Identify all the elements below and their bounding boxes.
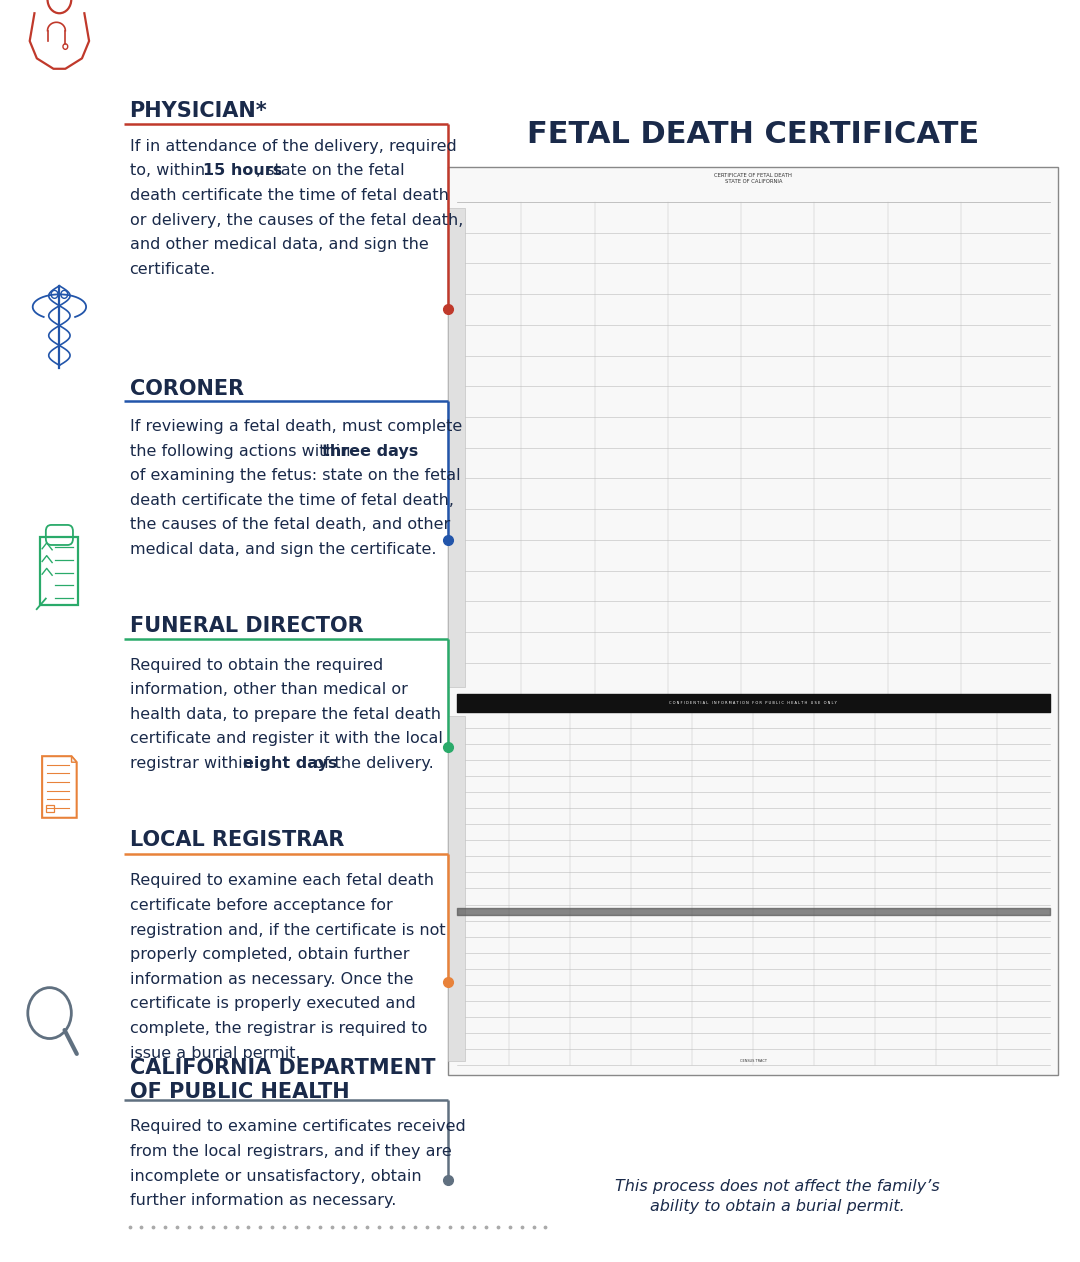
Text: CORONER: CORONER — [130, 379, 244, 399]
Text: medical data, and sign the certificate.: medical data, and sign the certificate. — [130, 543, 436, 557]
Polygon shape — [71, 756, 77, 762]
Text: and other medical data, and sign the: and other medical data, and sign the — [130, 237, 429, 252]
Text: from the local registrars, and if they are: from the local registrars, and if they a… — [130, 1143, 451, 1159]
Text: C O N F I D E N T I A L   I N F O R M A T I O N   F O R   P U B L I C   H E A L : C O N F I D E N T I A L I N F O R M A T … — [670, 700, 837, 704]
Text: certificate is properly executed and: certificate is properly executed and — [130, 997, 416, 1011]
Text: certificate and register it with the local: certificate and register it with the loc… — [130, 732, 443, 746]
Text: the causes of the fetal death, and other: the causes of the fetal death, and other — [130, 517, 450, 533]
Text: complete, the registrar is required to: complete, the registrar is required to — [130, 1021, 427, 1036]
Text: incomplete or unsatisfactory, obtain: incomplete or unsatisfactory, obtain — [130, 1169, 421, 1184]
Text: health data, to prepare the fetal death: health data, to prepare the fetal death — [130, 707, 441, 722]
Text: of the delivery.: of the delivery. — [309, 756, 434, 771]
Text: Required to obtain the required: Required to obtain the required — [130, 658, 382, 673]
FancyBboxPatch shape — [448, 208, 465, 688]
Text: issue a burial permit.: issue a burial permit. — [130, 1045, 300, 1060]
Text: PHYSICIAN*: PHYSICIAN* — [130, 101, 268, 121]
Text: If reviewing a fetal death, must complete: If reviewing a fetal death, must complet… — [130, 419, 462, 434]
Text: three days: three days — [322, 443, 418, 458]
Text: eight days: eight days — [243, 756, 337, 771]
FancyBboxPatch shape — [448, 716, 465, 1061]
Text: information, other than medical or: information, other than medical or — [130, 681, 407, 697]
Text: CALIFORNIA DEPARTMENT
OF PUBLIC HEALTH: CALIFORNIA DEPARTMENT OF PUBLIC HEALTH — [130, 1058, 435, 1102]
Text: CENSUS TRACT: CENSUS TRACT — [740, 1059, 767, 1063]
Text: registrar within: registrar within — [130, 756, 258, 771]
Polygon shape — [42, 756, 77, 818]
Text: registration and, if the certificate is not: registration and, if the certificate is … — [130, 923, 445, 938]
Text: FETAL DEATH CERTIFICATE: FETAL DEATH CERTIFICATE — [527, 120, 980, 149]
Text: Required to examine each fetal death: Required to examine each fetal death — [130, 873, 433, 888]
Text: This process does not affect the family’s
ability to obtain a burial permit.: This process does not affect the family’… — [616, 1179, 940, 1214]
Text: certificate before acceptance for: certificate before acceptance for — [130, 899, 392, 912]
Text: 15 hours: 15 hours — [203, 163, 282, 178]
Text: information as necessary. Once the: information as necessary. Once the — [130, 972, 414, 987]
Text: death certificate the time of fetal death,: death certificate the time of fetal deat… — [130, 492, 454, 507]
Text: to, within: to, within — [130, 163, 210, 178]
Text: the following actions within: the following actions within — [130, 443, 355, 458]
Text: , state on the fetal: , state on the fetal — [256, 163, 404, 178]
Text: further information as necessary.: further information as necessary. — [130, 1194, 396, 1208]
Text: or delivery, the causes of the fetal death,: or delivery, the causes of the fetal dea… — [130, 212, 463, 227]
Text: certificate.: certificate. — [130, 262, 216, 276]
Text: LOCAL REGISTRAR: LOCAL REGISTRAR — [130, 830, 343, 851]
Text: of examining the fetus: state on the fetal: of examining the fetus: state on the fet… — [130, 468, 460, 483]
Text: death certificate the time of fetal death: death certificate the time of fetal deat… — [130, 188, 448, 203]
Text: CERTIFICATE OF FETAL DEATH
STATE OF CALIFORNIA: CERTIFICATE OF FETAL DEATH STATE OF CALI… — [714, 173, 793, 184]
FancyBboxPatch shape — [448, 167, 1058, 1075]
Text: properly completed, obtain further: properly completed, obtain further — [130, 946, 409, 962]
Text: If in attendance of the delivery, required: If in attendance of the delivery, requir… — [130, 139, 457, 154]
Text: FUNERAL DIRECTOR: FUNERAL DIRECTOR — [130, 616, 363, 636]
Text: Required to examine certificates received: Required to examine certificates receive… — [130, 1119, 465, 1135]
